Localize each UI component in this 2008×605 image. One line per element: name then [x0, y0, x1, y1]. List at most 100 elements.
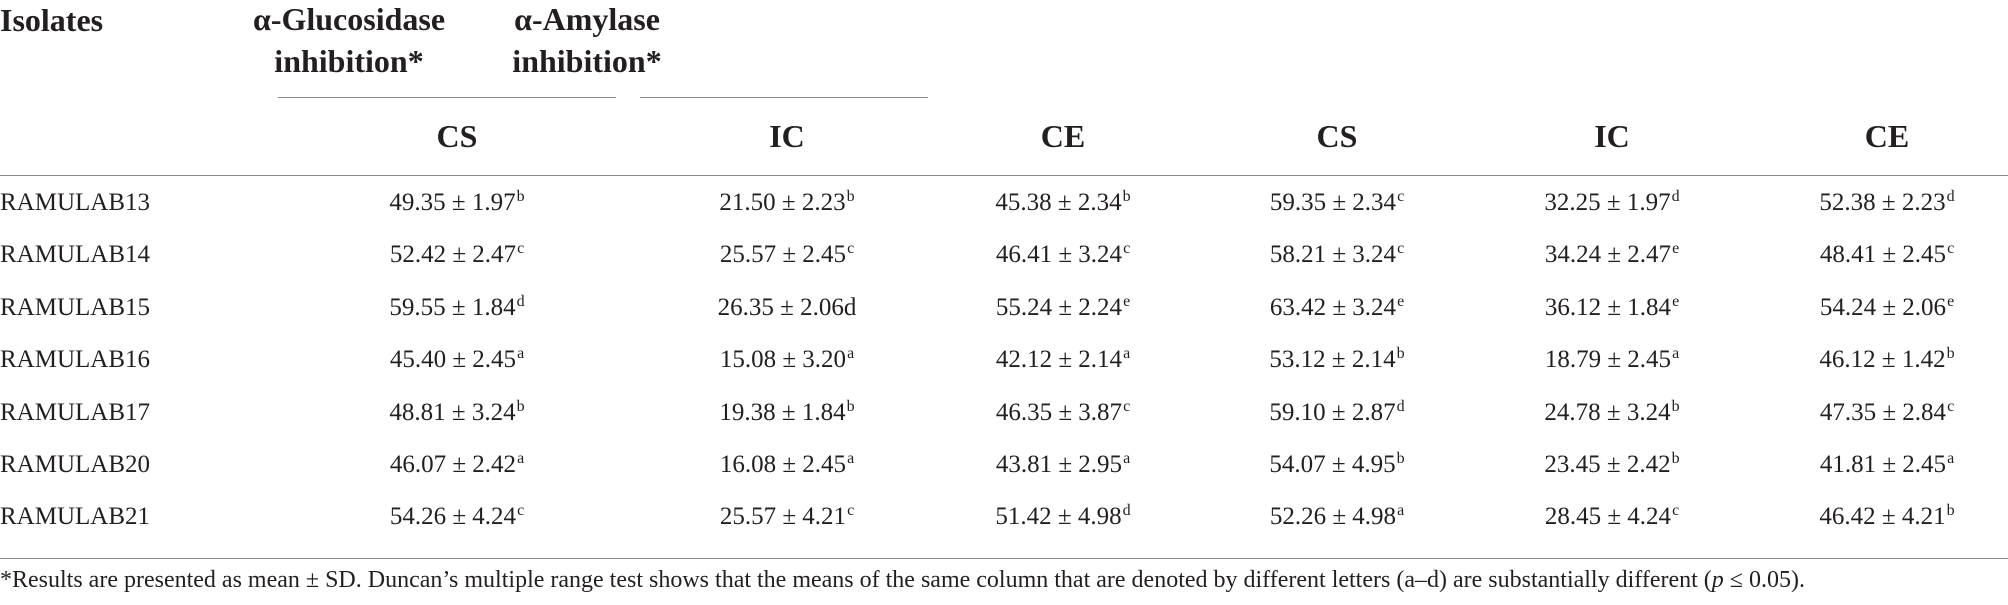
subheader-ic-1: IC: [769, 118, 805, 154]
significance-letter: b: [1396, 345, 1405, 363]
cell-value: 32.25 ± 1.97: [1544, 189, 1671, 216]
table-cell: 59.55 ± 1.84d: [389, 293, 524, 326]
cell-value: 25.57 ± 4.21: [719, 503, 847, 531]
table-cell: 19.38 ± 1.84b: [719, 398, 854, 431]
row-isolate-name: RAMULAB21: [0, 503, 151, 531]
table-cell: 46.35 ± 3.87c: [996, 398, 1130, 431]
cell-value: 24.78 ± 3.24: [1544, 398, 1671, 426]
table-cell: 21.50 ± 2.23b: [719, 188, 854, 221]
cell-value: 54.07 ± 4.95: [1269, 451, 1396, 478]
cell-value: 52.42 ± 2.47: [389, 241, 517, 269]
subheader-cs-2: CS: [1316, 118, 1358, 154]
table-cell: 47.35 ± 2.84c: [1820, 398, 1954, 431]
table-cell: 54.07 ± 4.95b: [1269, 450, 1404, 483]
table-cell: 45.40 ± 2.45a: [390, 345, 524, 378]
table-cell: 24.78 ± 3.24b: [1544, 398, 1679, 431]
table-cell: 41.81 ± 2.45a: [1820, 450, 1954, 483]
footnote: *Results are presented as mean ± SD. Dun…: [0, 565, 1805, 595]
cell-value: 63.42 ± 3.24: [1269, 293, 1397, 321]
subheader-ce-1: CE: [1040, 118, 1086, 154]
cell-value: 46.42 ± 4.21: [1819, 503, 1946, 531]
cell-value: 54.24 ± 2.06: [1819, 293, 1947, 321]
header-alpha-glucosidase-line1: α-Glucosidase: [252, 1, 446, 37]
significance-letter: d: [1396, 397, 1405, 415]
significance-letter: e: [1123, 292, 1131, 310]
cell-value: 45.38 ± 2.34: [995, 189, 1122, 216]
cell-value: 42.12 ± 2.14: [995, 346, 1123, 374]
table-cell: 42.12 ± 2.14a: [996, 345, 1130, 378]
table-cell: 58.21 ± 3.24c: [1270, 240, 1404, 273]
significance-letter: a: [847, 345, 855, 363]
significance-letter: b: [1671, 450, 1680, 467]
footnote-text-end: ≤ 0.05).: [1723, 567, 1805, 593]
table-cell: 48.41 ± 2.45c: [1820, 240, 1954, 273]
cell-value: 36.12 ± 1.84: [1544, 293, 1672, 321]
cell-value: 54.26 ± 4.24: [389, 503, 517, 531]
subheader-ce-2: CE: [1864, 118, 1910, 154]
table-cell: 55.24 ± 2.24e: [996, 293, 1130, 326]
cell-value: 43.81 ± 2.95: [995, 451, 1123, 478]
cell-value: 46.41 ± 3.24: [995, 241, 1123, 269]
table-cell: 52.38 ± 2.23d: [1819, 188, 1954, 221]
significance-letter: a: [1672, 345, 1680, 363]
significance-letter: d: [516, 292, 525, 310]
significance-letter: b: [516, 397, 525, 415]
table-bottom-rule: [0, 558, 2008, 559]
significance-letter: a: [1123, 345, 1131, 363]
table-cell: 52.42 ± 2.47c: [390, 240, 524, 273]
table-cell: 48.81 ± 3.24b: [389, 398, 524, 431]
significance-letter: d: [1946, 188, 1955, 205]
table-cell: 43.81 ± 2.95a: [996, 450, 1130, 483]
cell-value: 23.45 ± 2.42: [1544, 451, 1671, 478]
significance-letter: c: [1672, 502, 1680, 520]
significance-letter: a: [1123, 450, 1131, 467]
significance-letter: c: [1947, 240, 1955, 258]
row-isolate-name: RAMULAB20: [0, 451, 151, 478]
row-isolate-name: RAMULAB15: [0, 293, 151, 321]
cell-value: 16.08 ± 2.45: [719, 451, 847, 478]
footnote-text: *Results are presented as mean ± SD. Dun…: [0, 567, 1712, 593]
significance-letter: c: [847, 240, 855, 258]
table-cell: 59.10 ± 2.87d: [1269, 398, 1404, 431]
table-cell: 54.24 ± 2.06e: [1820, 293, 1954, 326]
table-cell: 36.12 ± 1.84e: [1545, 293, 1679, 326]
cell-value: 41.81 ± 2.45: [1819, 451, 1947, 478]
table-cell: 46.41 ± 3.24c: [996, 240, 1130, 273]
significance-letter: b: [1671, 397, 1680, 415]
significance-letter: a: [1947, 450, 1955, 467]
table-cell: 25.57 ± 4.21c: [720, 502, 854, 535]
cell-value: 48.41 ± 2.45: [1819, 241, 1947, 269]
significance-letter: c: [1123, 240, 1131, 258]
significance-letter: e: [1947, 292, 1955, 310]
header-alpha-amylase-line1: α-Amylase: [514, 1, 660, 37]
cell-value: 59.55 ± 1.84: [389, 293, 516, 321]
cell-value: 59.10 ± 2.87: [1269, 398, 1396, 426]
significance-letter: e: [1672, 240, 1680, 258]
cell-value: 59.35 ± 2.34: [1269, 189, 1397, 216]
significance-letter: c: [1947, 397, 1955, 415]
cell-value: 18.79 ± 2.45: [1544, 346, 1672, 374]
table-cell: 15.08 ± 3.20a: [720, 345, 854, 378]
table-cell: 34.24 ± 2.47e: [1545, 240, 1679, 273]
cell-value: 52.26 ± 4.98: [1269, 503, 1397, 531]
significance-letter: e: [1397, 292, 1405, 310]
significance-letter: a: [517, 450, 525, 467]
cell-value: 49.35 ± 1.97: [389, 189, 516, 216]
header-alpha-amylase-line2: inhibition*: [512, 43, 662, 79]
cell-value: 53.12 ± 2.14: [1269, 346, 1396, 374]
table-cell: 53.12 ± 2.14b: [1269, 345, 1404, 378]
cell-value: 21.50 ± 2.23: [719, 189, 846, 216]
significance-letter: c: [517, 502, 525, 520]
row-isolate-name: RAMULAB16: [0, 346, 151, 374]
significance-letter: a: [847, 450, 855, 467]
significance-letter: c: [847, 502, 855, 520]
table-cell: 52.26 ± 4.98a: [1270, 502, 1404, 535]
header-alpha-glucosidase-line2: inhibition*: [274, 43, 424, 79]
row-isolate-name: RAMULAB17: [0, 398, 151, 426]
subheader-cs-1: CS: [436, 118, 478, 154]
footnote-p-symbol: p: [1711, 567, 1724, 593]
header-isolates: Isolates: [0, 2, 104, 38]
group1-underline: [278, 97, 616, 98]
significance-letter: b: [846, 397, 855, 415]
header-alpha-amylase: α-Amylase inhibition*: [512, 0, 661, 82]
